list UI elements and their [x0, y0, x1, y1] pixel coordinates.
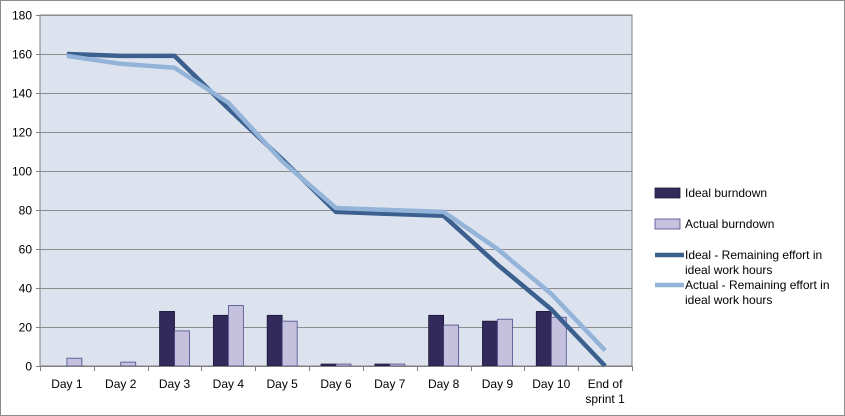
x-tick-label: Day 5: [267, 377, 299, 391]
bar-ideal-burndown: [428, 314, 445, 367]
bar-actual-burndown: [227, 305, 244, 367]
plot-area: [39, 14, 633, 367]
legend-swatch-actual-burndown: [654, 218, 681, 230]
bar-ideal-burndown: [159, 310, 175, 367]
legend-label-actual-remaining-effort: Actual - Remaining effort in ideal work h…: [685, 278, 830, 307]
bar-ideal-burndown: [374, 363, 391, 367]
x-tick-label: Day 3: [159, 377, 191, 391]
legend: Ideal burndown Actual burndown Ideal - Rem…: [654, 186, 830, 307]
y-tick-label: 60: [19, 243, 33, 257]
x-tick-label: End of sprint 1: [585, 377, 625, 406]
x-tick-label: Day 4: [213, 377, 245, 391]
y-axis: 0 20 40 60 80 100 120 140 160 180: [12, 9, 40, 374]
bar-ideal-burndown: [482, 320, 498, 367]
x-tick-label: Day 2: [105, 377, 137, 391]
y-tick-label: 160: [12, 48, 32, 62]
bar-actual-burndown: [66, 357, 83, 367]
legend-swatch-ideal-burndown: [654, 187, 681, 199]
y-tick-label: 0: [25, 360, 32, 374]
bar-actual-burndown: [120, 361, 137, 367]
x-tick-label: Day 7: [374, 377, 406, 391]
bar-actual-burndown: [174, 330, 190, 367]
x-tick-label: Day 8: [428, 377, 460, 391]
line-ideal-remaining-effort: [66, 51, 607, 368]
gridlines: [40, 15, 632, 328]
y-tick-label: 20: [19, 321, 33, 335]
bar-ideal-burndown: [266, 314, 283, 367]
y-tick-label: 80: [19, 204, 33, 218]
x-tick-label: Day 6: [320, 377, 352, 391]
bar-ideal-burndown: [320, 363, 337, 367]
legend-label-ideal-remaining-effort: Ideal - Remaining effort in ideal work ho…: [685, 248, 822, 277]
line-actual-remaining-effort: [66, 53, 607, 352]
x-tick-label: Day 1: [51, 377, 83, 391]
y-tick-label: 120: [12, 126, 32, 140]
bar-ideal-burndown: [212, 314, 229, 367]
y-tick-label: 40: [19, 282, 33, 296]
y-tick-label: 100: [12, 165, 32, 179]
y-tick-label: 140: [12, 87, 32, 101]
bar-actual-burndown: [335, 363, 352, 367]
x-axis: Day 1 Day 2 Day 3 Day 4 Day 5 Day 6 Day 7 Day 8…: [40, 366, 633, 406]
legend-label-ideal-burndown: Ideal burndown: [685, 186, 767, 200]
y-tick-label: 180: [12, 9, 32, 23]
x-tick-label: Day 9: [482, 377, 514, 391]
bar-actual-burndown: [281, 320, 298, 367]
x-tick-label: Day 10: [532, 377, 570, 391]
bar-actual-burndown: [497, 318, 513, 367]
bar-ideal-burndown: [535, 310, 552, 367]
bar-actual-burndown: [389, 363, 406, 367]
legend-label-actual-burndown: Actual burndown: [685, 217, 774, 231]
bar-actual-burndown: [443, 324, 460, 367]
lines: [66, 51, 607, 368]
